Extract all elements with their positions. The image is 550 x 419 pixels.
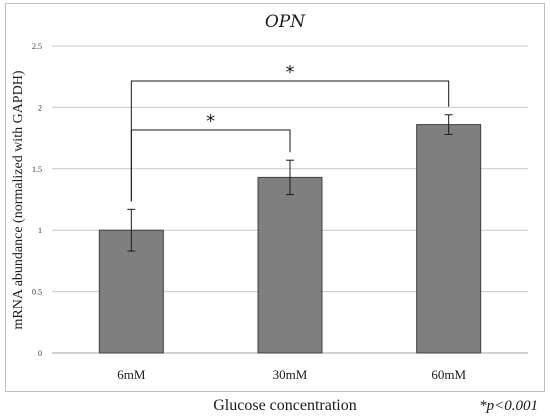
category-label: 60mM [431, 367, 466, 382]
y-axis-label: mRNA abundance (normalized with GAPDH) [11, 70, 26, 329]
category-label: 6mM [117, 367, 146, 382]
significance-bracket [130, 80, 450, 202]
bar [416, 124, 482, 354]
y-tick-label: 1.5 [32, 165, 42, 174]
y-tick-label: 2.5 [32, 42, 42, 51]
x-axis-label: Glucose concentration [213, 397, 357, 414]
chart-title: OPN [265, 12, 306, 32]
error-bars [127, 114, 453, 252]
category-label: 30mM [273, 367, 308, 382]
significance-brackets: ** [130, 62, 450, 202]
bars [98, 124, 482, 354]
significance-star: * [206, 111, 215, 132]
significance-star: * [286, 62, 295, 83]
y-tick-label: 0 [38, 349, 42, 358]
y-tick-label: 1 [38, 226, 42, 235]
y-tick-labels: 0 0.5 1 1.5 2 2.5 [32, 42, 42, 358]
category-labels: 6mM 30mM 60mM [117, 367, 466, 382]
chart-frame [5, 3, 545, 392]
bar [257, 176, 323, 354]
significance-footnote: *p<0.001 [479, 398, 538, 414]
y-tick-label: 0.5 [32, 288, 42, 297]
y-tick-label: 2 [38, 103, 42, 112]
